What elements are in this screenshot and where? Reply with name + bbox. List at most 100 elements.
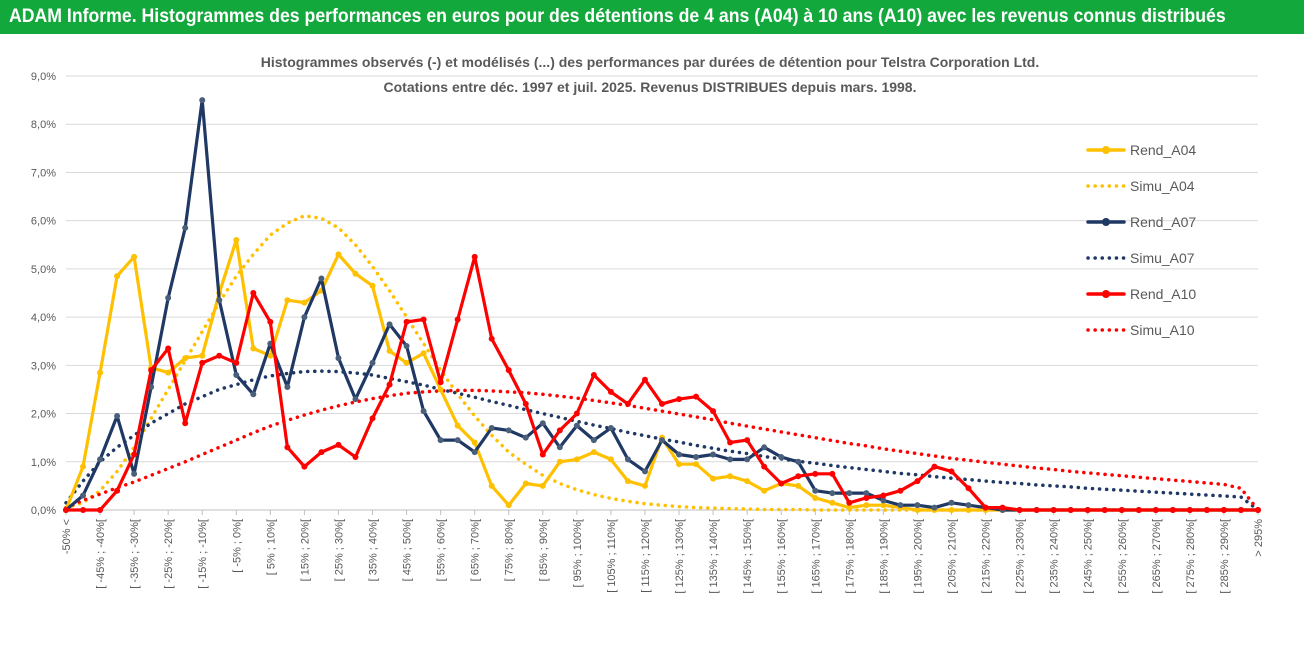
data-point [369,282,376,289]
data-point [352,396,359,403]
data-point [795,458,802,465]
data-point [386,347,393,354]
data-point [829,470,836,477]
chart-title: Histogrammes observés (-) et modélisés (… [261,54,1039,70]
data-point [437,386,444,393]
data-point [556,427,563,434]
data-point [897,487,904,494]
y-axis-ticks: 0,0% 1,0% 2,0% 3,0% 4,0% 5,0% 6,0% 7,0% 8,0% 9,0% [31,71,56,517]
data-point [233,371,240,378]
x-tick-label: [ 285% ; 290%[ [1219,519,1231,594]
data-point [148,367,155,374]
data-point [250,391,257,398]
x-tick-label: [ 65% ; 70%[ [470,519,482,581]
data-point [250,290,257,296]
data-point [982,504,989,511]
data-point [454,316,461,323]
x-tick-label: [ 25% ; 30%[ [333,519,345,581]
data-point [607,425,614,432]
x-tick-label: [ 235% ; 240%[ [1049,519,1061,594]
x-tick-label: [ 35% ; 40%[ [368,519,380,581]
data-point [131,253,138,260]
x-tick-label: [ 255% ; 260%[ [1117,519,1129,594]
data-point [590,371,597,378]
data-point [1186,507,1193,513]
data-point [761,487,768,494]
data-point [1203,507,1210,513]
data-point [863,502,870,509]
data-point [1084,507,1091,513]
data-point [80,492,87,499]
x-tick-label: [ 95% ; 100%[ [572,519,584,588]
data-point [931,463,938,470]
data-point [676,461,683,468]
x-tick-label: [ -35% ; -30%[ [129,519,141,589]
data-point [420,350,427,357]
data-point [403,343,410,350]
data-point [505,367,512,374]
y-tick-label: 4,0% [31,312,56,324]
data-point [829,499,836,506]
x-tick-label: [ 75% ; 80%[ [504,519,516,581]
data-point [454,437,461,444]
data-point [727,439,734,446]
histogram-chart: Histogrammes observés (-) et modélisés (… [31,54,1265,594]
data-point [1220,507,1227,513]
data-point [250,345,257,352]
data-point [641,376,648,383]
y-tick-label: 6,0% [31,216,56,228]
data-point [505,427,512,434]
x-tick-label: [ 15% ; 20%[ [299,519,311,581]
y-tick-label: 9,0% [31,71,56,83]
data-point [727,473,734,480]
data-point [471,449,478,456]
data-point [744,456,751,463]
data-point [97,369,104,376]
data-point [369,359,376,366]
data-point [863,494,870,501]
x-tick-label: [ 175% ; 180%[ [844,519,856,594]
data-point [948,507,955,513]
data-point [199,359,206,366]
data-point [488,425,495,432]
data-point [659,400,665,407]
data-point [165,345,172,352]
data-point [812,494,819,501]
data-point [437,379,444,386]
data-point [897,502,904,509]
chart-area: Histogrammes observés (-) et modélisés (… [0,34,1304,652]
data-point [948,468,955,475]
data-point [335,251,342,258]
x-tick-label: [ 155% ; 160%[ [776,519,788,594]
data-point [590,449,597,456]
data-point [216,297,223,304]
x-tick-label: [ 185% ; 190%[ [878,519,890,594]
data-point [454,422,461,429]
data-point [267,352,274,359]
x-tick-label: [ -25% ; -20%[ [163,519,175,589]
data-point [965,485,972,492]
data-point [471,439,478,446]
legend-label: Simu_A10 [1130,322,1195,338]
data-point [556,458,563,465]
data-point [63,507,69,513]
x-axis-ticks: -50% < [ -45% ; -40%[[ -35% ; -30%[[ -25%… [61,510,1265,594]
data-point [863,490,870,497]
data-point [948,499,955,506]
data-point [539,420,546,427]
data-point [1101,507,1108,513]
report-title: ADAM Informe. Histogrammes des performan… [9,6,1226,27]
data-point [1118,507,1125,513]
x-tick-label: [ 195% ; 200%[ [912,519,924,594]
data-point [165,369,172,376]
data-point [965,502,972,509]
data-point [676,451,683,458]
data-point [965,507,972,513]
data-point [846,499,853,506]
legend-marker [1102,290,1110,298]
y-tick-label: 0,0% [31,505,56,517]
data-point [795,473,802,480]
data-point [641,468,648,475]
data-point [284,297,291,304]
y-tick-label: 7,0% [31,167,56,179]
